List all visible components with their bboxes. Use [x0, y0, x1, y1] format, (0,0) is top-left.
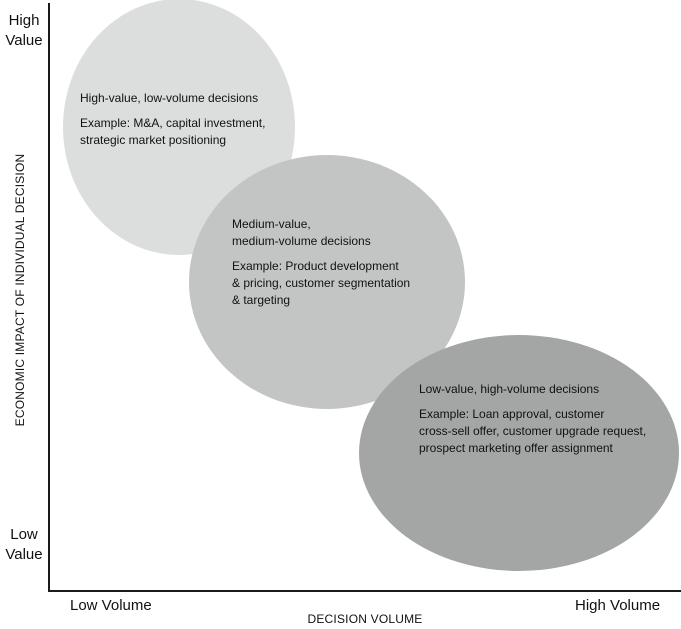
bubble-high-value-heading: High-value, low-volume decisions: [80, 91, 259, 105]
bubble-medium-value: [189, 155, 465, 409]
bubble-high-value-example: Example: M&A, capital investment, strate…: [80, 116, 266, 147]
bubble-medium-value-heading: Medium-value, medium-volume decisions: [232, 217, 371, 248]
y-axis-title: ECONOMIC IMPACT OF INDIVIDUAL DECISION: [13, 153, 27, 427]
bubble-medium-value-example: Example: Product development & pricing, …: [232, 259, 411, 307]
bubble-low-value: [359, 335, 679, 571]
x-axis-title: DECISION VOLUME: [307, 612, 423, 626]
bubble-low-value-heading: Low-value, high-volume decisions: [419, 382, 600, 396]
bubble-high-value-text: High-value, low-volume decisions Example…: [80, 90, 290, 149]
x-axis-low-label: Low Volume: [70, 597, 152, 614]
bubble-low-value-example: Example: Loan approval, customer cross-s…: [419, 407, 647, 455]
y-axis-high-label: High Value: [5, 12, 43, 49]
bubble-medium-value-text: Medium-value, medium-volume decisions Ex…: [232, 216, 452, 309]
y-axis-low-label: Low Value: [5, 526, 43, 563]
bubble-low-value-text: Low-value, high-volume decisions Example…: [419, 381, 674, 457]
x-axis-high-label: High Volume: [575, 597, 661, 614]
